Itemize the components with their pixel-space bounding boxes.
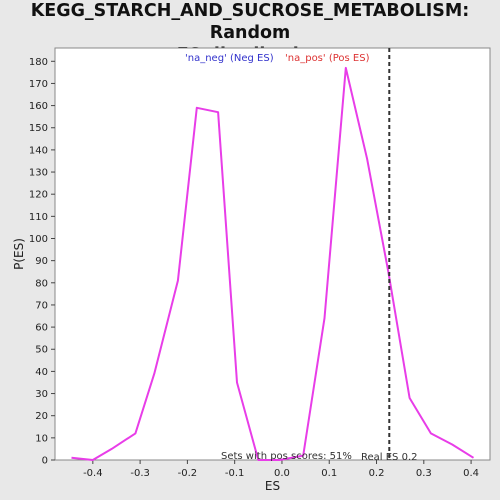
x-axis-label: ES [265, 479, 280, 493]
y-tick-label: 40 [35, 367, 48, 378]
plot-area [54, 47, 491, 461]
y-tick-label: 60 [35, 323, 48, 334]
y-tick-label: 80 [35, 278, 48, 289]
x-axis: -0.4 -0.3 -0.2 -0.1 0.0 0.1 0.2 0.3 0.4 [83, 460, 479, 479]
real-es-annotation: Real ES 0.2 [361, 452, 417, 463]
y-tick-label: 10 [35, 433, 48, 444]
x-tick-label: 0.0 [274, 468, 290, 479]
x-tick-label: -0.3 [130, 468, 150, 479]
legend-neg-es: 'na_neg' (Neg ES) [185, 53, 274, 64]
es-distribution-line [71, 66, 475, 461]
y-tick-label: 70 [35, 300, 48, 311]
y-tick-label: 130 [29, 168, 48, 179]
y-axis: 0 10 20 30 40 50 60 70 80 90 100 110 120 130 140 150 160… [29, 57, 55, 467]
x-tick-label: 0.1 [321, 468, 337, 479]
x-tick-label: -0.4 [83, 468, 103, 479]
y-tick-label: 170 [29, 79, 48, 90]
y-tick-label: 110 [29, 212, 48, 223]
y-tick-label: 160 [29, 101, 48, 112]
x-tick-label: 0.4 [463, 468, 479, 479]
chart-title-line-1: KEGG_STARCH_AND_SUCROSE_METABOLISM: Rand… [30, 1, 470, 43]
y-tick-label: 150 [29, 123, 48, 134]
y-tick-label: 30 [35, 389, 48, 400]
y-tick-label: 180 [29, 57, 48, 68]
pos-scores-annotation: Sets with pos scores: 51% [221, 451, 352, 462]
y-tick-label: 0 [42, 456, 48, 467]
x-tick-label: 0.3 [416, 468, 432, 479]
y-axis-label: P(ES) [12, 238, 26, 270]
y-tick-label: 50 [35, 345, 48, 356]
y-tick-label: 20 [35, 411, 48, 422]
x-tick-label: -0.1 [225, 468, 245, 479]
y-tick-label: 100 [29, 234, 48, 245]
legend-pos-es: 'na_pos' (Pos ES) [285, 53, 370, 64]
x-tick-label: -0.2 [178, 468, 198, 479]
y-tick-label: 120 [29, 190, 48, 201]
series-layer [71, 66, 475, 461]
y-tick-label: 140 [29, 145, 48, 156]
x-tick-label: 0.2 [369, 468, 385, 479]
y-tick-label: 90 [35, 256, 48, 267]
